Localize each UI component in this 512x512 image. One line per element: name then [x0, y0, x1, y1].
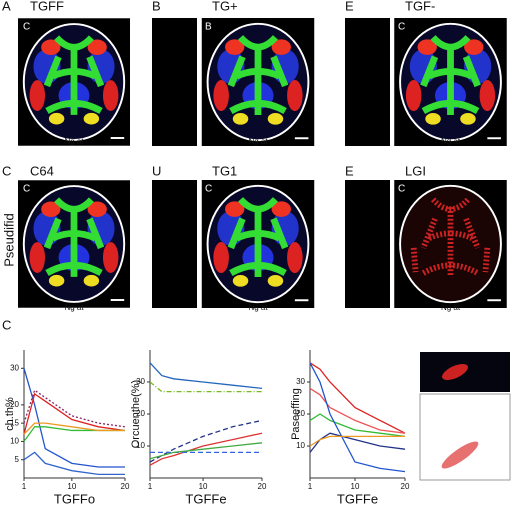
x-tick-label: 20 — [401, 482, 410, 491]
panel-inner-label: C — [205, 184, 212, 195]
brain-image — [394, 18, 506, 146]
y-tick-label: 10 — [296, 441, 305, 450]
y-axis-label: Orcuenthe(%) — [130, 380, 142, 448]
brain-image — [18, 18, 130, 145]
inset — [419, 352, 511, 481]
inset-cloud — [442, 363, 468, 381]
series-line — [23, 451, 125, 475]
panel-caption: Ng at — [248, 137, 268, 146]
series-line — [309, 387, 406, 434]
series-line — [309, 362, 406, 473]
panel-inner-label: C — [398, 184, 405, 195]
panel-letter: E — [345, 0, 354, 13]
panel-title: C64 — [30, 163, 54, 178]
y-tick-label: 20 — [10, 400, 19, 409]
series-line — [309, 435, 405, 447]
brain-image — [202, 18, 314, 146]
brain-image — [394, 180, 506, 308]
x-tick-label: 1 — [308, 482, 313, 491]
x-axis-label: TGFFe — [337, 491, 378, 506]
series-line — [23, 389, 126, 428]
x-tick-label: 10 — [67, 482, 76, 491]
series-line — [149, 419, 263, 463]
x-tick-label: 20 — [258, 482, 267, 491]
panel-inner-label: B — [205, 22, 212, 33]
y-tick-label: 20 — [296, 409, 305, 418]
series-line — [149, 381, 262, 393]
y-tick-label: 20 — [136, 409, 145, 418]
inset-cloud — [441, 441, 479, 469]
brain-image — [18, 180, 130, 307]
panel-caption: Ng at — [64, 303, 84, 312]
panel-caption: Ng at — [64, 137, 84, 146]
y-tick-label: 10 — [10, 437, 19, 446]
brain-image — [202, 180, 314, 308]
series-line — [23, 392, 126, 435]
panel-caption: Ng at — [441, 137, 461, 146]
x-tick-label: 10 — [351, 482, 360, 491]
panel-inner-label: C — [398, 22, 405, 33]
x-tick-label: 1 — [148, 482, 153, 491]
panel-inner-label: C — [23, 184, 30, 195]
panel-letter: A — [2, 0, 11, 13]
panel-letter: E — [345, 163, 354, 178]
panel-inner-label: C — [23, 22, 30, 33]
inset-legend-box — [419, 393, 511, 481]
x-tick-label: 10 — [199, 482, 208, 491]
x-tick-label: 20 — [121, 482, 130, 491]
series-line — [23, 422, 125, 435]
panel-letter: C — [2, 163, 11, 178]
y-tick-label: 15 — [10, 418, 19, 427]
y-tick-label: 10 — [136, 441, 145, 450]
panel-title: TG1 — [212, 163, 237, 178]
black-strip — [345, 18, 390, 146]
series-line — [309, 362, 406, 434]
black-strip — [152, 18, 197, 146]
panel-letter: U — [152, 163, 161, 178]
series-line — [23, 368, 125, 468]
y-tick-label: 5 — [15, 455, 20, 464]
panel-letter: B — [152, 0, 161, 13]
y-axis-label: ch.th% — [4, 397, 16, 431]
side-label: Pseudifid — [1, 213, 16, 266]
series-line — [149, 442, 263, 460]
series-line — [309, 413, 406, 438]
section-letter: C — [2, 317, 11, 332]
black-strip — [345, 180, 390, 308]
panel-title: TG+ — [212, 0, 238, 13]
y-tick-label: 30 — [296, 377, 305, 386]
panel-title: LGI — [405, 163, 426, 178]
x-axis-label: TGFFe — [185, 491, 226, 506]
panel-caption: Ng at — [248, 303, 268, 312]
panel-title: TGF- — [405, 0, 435, 13]
x-axis-label: TGFFo — [54, 491, 95, 506]
black-strip — [152, 180, 197, 308]
charts: 5 10 15 20 30 1 10 20 TGFFo ch.th% 10 20 30 1 10 20 TGFF… — [4, 350, 508, 506]
x-tick-label: 1 — [22, 482, 27, 491]
panel-caption: Ng at — [441, 303, 461, 312]
y-axis-label: Paseeffing — [290, 388, 302, 440]
panel-title: TGFF — [30, 0, 64, 13]
y-tick-label: 30 — [10, 363, 19, 372]
y-tick-label: 30 — [136, 377, 145, 386]
series-line — [149, 362, 263, 390]
